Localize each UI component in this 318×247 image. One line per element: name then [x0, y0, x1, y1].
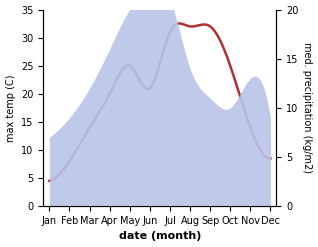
Y-axis label: max temp (C): max temp (C) [5, 74, 16, 142]
Y-axis label: med. precipitation (kg/m2): med. precipitation (kg/m2) [302, 42, 313, 173]
X-axis label: date (month): date (month) [119, 231, 201, 242]
